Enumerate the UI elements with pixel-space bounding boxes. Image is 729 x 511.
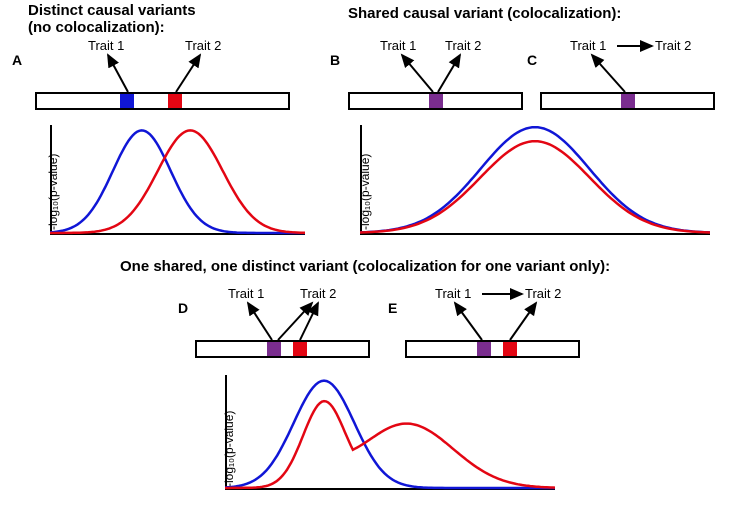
- signal-plot: [225, 375, 555, 490]
- title-shared: Shared causal variant (colocalization):: [348, 5, 621, 22]
- arrow: [100, 47, 136, 100]
- arrow: [292, 295, 326, 348]
- panel-letter-d: D: [178, 300, 188, 316]
- arrow: [430, 47, 468, 100]
- curve: [225, 381, 555, 488]
- curve: [225, 401, 555, 488]
- panel-letter-b: B: [330, 52, 340, 68]
- panel-letter-e: E: [388, 300, 397, 316]
- signal-plot: [360, 125, 710, 235]
- chromosome-bar: [35, 92, 290, 110]
- title-oneshared: One shared, one distinct variant (coloca…: [120, 258, 610, 275]
- arrow: [168, 47, 208, 100]
- title-distinct: Distinct causal variants (no colocalizat…: [28, 2, 196, 36]
- curve: [50, 130, 305, 233]
- curve: [360, 141, 710, 233]
- arrow: [584, 47, 633, 100]
- arrow: [447, 295, 490, 348]
- arrow: [502, 295, 544, 348]
- chromosome-bar: [405, 340, 580, 358]
- panel-letter-c: C: [527, 52, 537, 68]
- arrow: [609, 38, 660, 54]
- panel-letter-a: A: [12, 52, 22, 68]
- trait-label: Trait 2: [655, 38, 691, 53]
- curve: [360, 127, 710, 233]
- signal-plot: [50, 125, 305, 235]
- arrow: [474, 286, 530, 302]
- curve: [50, 130, 305, 233]
